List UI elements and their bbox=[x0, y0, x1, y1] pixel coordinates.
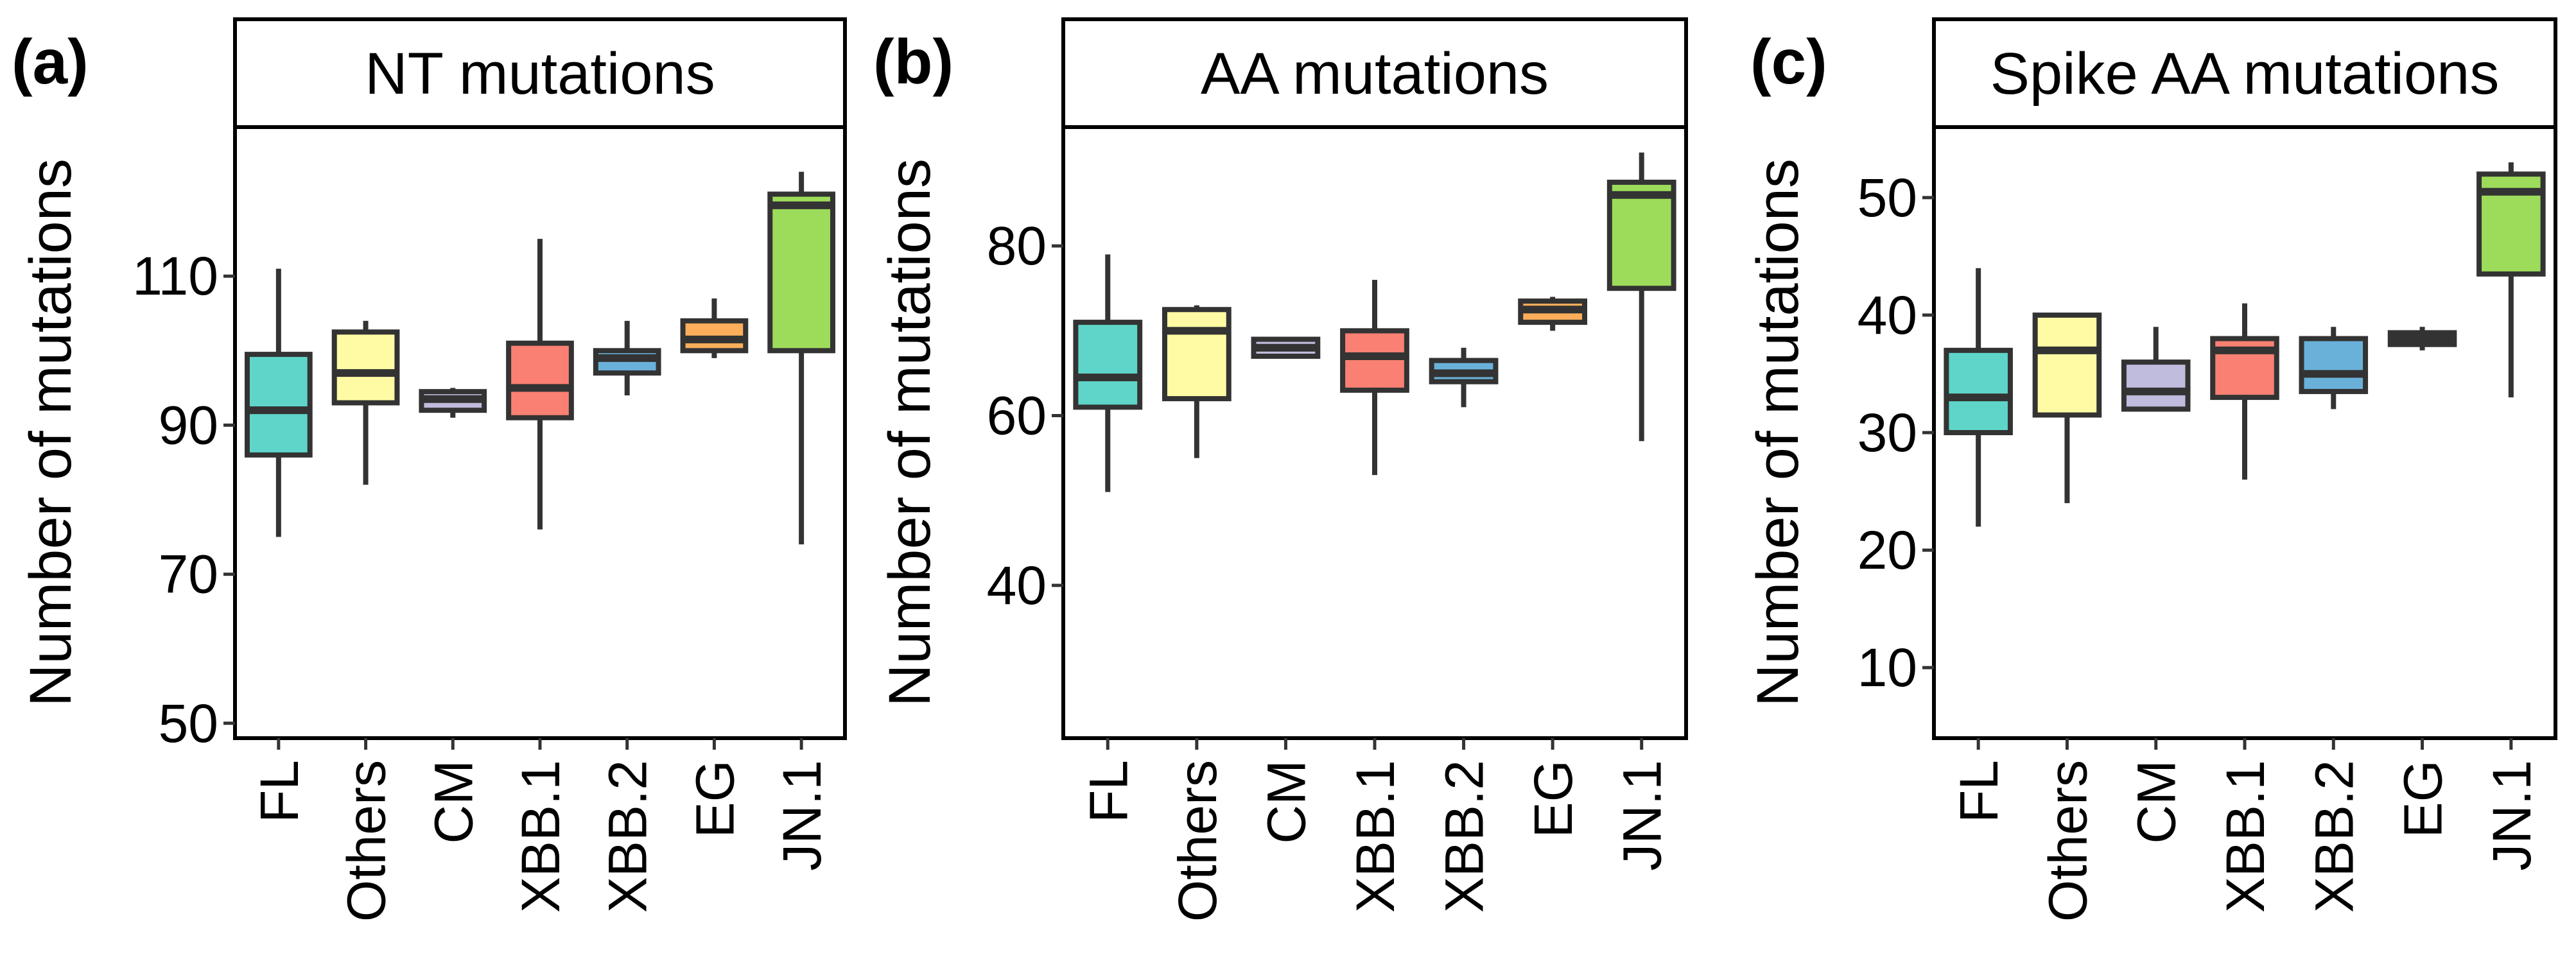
panel-1: (a) NT mutations Number of mutations 50 70 90… bbox=[12, 17, 847, 922]
y-tick-label: 10 bbox=[1858, 637, 1917, 698]
panel-label: (a) bbox=[12, 26, 89, 97]
x-tick-label: JN.1 bbox=[2482, 760, 2542, 871]
x-tick-label: XBB.1 bbox=[2215, 760, 2276, 913]
y-axis-label: Number of mutations bbox=[877, 159, 943, 707]
box-xbb-1 bbox=[506, 239, 574, 530]
box-xbb-1 bbox=[1340, 280, 1409, 476]
box-iqr bbox=[506, 340, 574, 420]
facet-title: AA mutations bbox=[1201, 41, 1549, 107]
y-tick-label: 30 bbox=[1858, 402, 1917, 463]
box-xbb-2 bbox=[593, 320, 661, 395]
x-tick-label: XBB.1 bbox=[510, 760, 571, 913]
box-iqr bbox=[1606, 179, 1676, 291]
y-tick-label: 90 bbox=[159, 395, 218, 455]
x-tick-label: JN.1 bbox=[1612, 760, 1673, 871]
box-others bbox=[2032, 312, 2102, 503]
box-iqr bbox=[2032, 312, 2102, 418]
panel-2: (b) AA mutations Number of mutations 40 60 80… bbox=[873, 17, 1688, 922]
box-cm bbox=[419, 388, 487, 418]
x-tick-label: Others bbox=[2037, 760, 2098, 922]
x-tick-label: FL bbox=[1078, 760, 1138, 823]
x-tick-label: XBB.2 bbox=[598, 760, 658, 913]
box-iqr bbox=[767, 191, 836, 354]
panel-label: (c) bbox=[1750, 26, 1827, 97]
y-tick-label: 70 bbox=[159, 544, 218, 605]
panel-label: (b) bbox=[873, 26, 953, 97]
y-axis-label: Number of mutations bbox=[18, 159, 83, 707]
y-tick-label: 80 bbox=[987, 216, 1047, 276]
y-tick-label: 40 bbox=[1858, 285, 1917, 345]
facet-strip bbox=[1061, 17, 1688, 129]
x-tick-label: XBB.1 bbox=[1345, 760, 1405, 913]
x-tick-label: CM bbox=[423, 760, 483, 844]
box-fl bbox=[245, 268, 313, 537]
x-tick-label: FL bbox=[249, 760, 309, 823]
box-xbb-2 bbox=[2299, 327, 2369, 410]
y-tick-label: 50 bbox=[159, 693, 218, 754]
box-others bbox=[1162, 305, 1231, 458]
box-iqr bbox=[1944, 347, 2013, 435]
box-xbb-1 bbox=[2210, 303, 2279, 480]
box-fl bbox=[1944, 268, 2013, 527]
box-fl bbox=[1073, 254, 1143, 492]
x-tick-label: Others bbox=[336, 760, 397, 922]
y-tick-label: 60 bbox=[987, 386, 1047, 446]
box-iqr bbox=[1073, 320, 1143, 410]
facet-title: NT mutations bbox=[365, 41, 715, 107]
x-tick-label: JN.1 bbox=[772, 760, 832, 871]
box-iqr bbox=[2299, 336, 2369, 394]
box-eg bbox=[1518, 297, 1588, 331]
x-tick-label: CM bbox=[1256, 760, 1316, 844]
box-others bbox=[331, 320, 400, 485]
box-xbb-2 bbox=[1429, 347, 1499, 408]
y-tick-label: 20 bbox=[1858, 520, 1917, 580]
y-tick-label: 50 bbox=[1858, 168, 1917, 228]
x-tick-label: EG bbox=[2393, 760, 2453, 838]
box-cm bbox=[2121, 327, 2191, 412]
box-iqr bbox=[331, 329, 400, 406]
box-eg bbox=[680, 298, 749, 358]
x-tick-label: Others bbox=[1167, 760, 1228, 922]
panel-3: (c) Spike AA mutations Number of mutations… bbox=[1745, 17, 2557, 922]
box-iqr bbox=[1162, 307, 1231, 402]
facet-strip bbox=[1932, 17, 2557, 129]
facet-strip bbox=[233, 17, 847, 129]
box-eg bbox=[2387, 327, 2457, 350]
y-axis-label: Number of mutations bbox=[1745, 159, 1811, 707]
y-tick-label: 40 bbox=[987, 555, 1047, 616]
y-tick-label: 110 bbox=[132, 246, 218, 306]
x-tick-label: EG bbox=[684, 760, 745, 838]
box-cm bbox=[1251, 336, 1321, 359]
box-iqr bbox=[245, 352, 313, 458]
facet-title: Spike AA mutations bbox=[1990, 41, 2500, 107]
x-tick-label: CM bbox=[2127, 760, 2187, 844]
box-jn-1 bbox=[1606, 152, 1676, 442]
box-jn-1 bbox=[2476, 162, 2546, 398]
box-jn-1 bbox=[767, 171, 836, 545]
box-iqr bbox=[2121, 359, 2191, 412]
x-tick-label: FL bbox=[1949, 760, 2009, 823]
x-tick-label: XBB.2 bbox=[1434, 760, 1495, 913]
x-tick-label: EG bbox=[1523, 760, 1583, 838]
x-tick-label: XBB.2 bbox=[2304, 760, 2364, 913]
box-iqr bbox=[1340, 328, 1409, 393]
